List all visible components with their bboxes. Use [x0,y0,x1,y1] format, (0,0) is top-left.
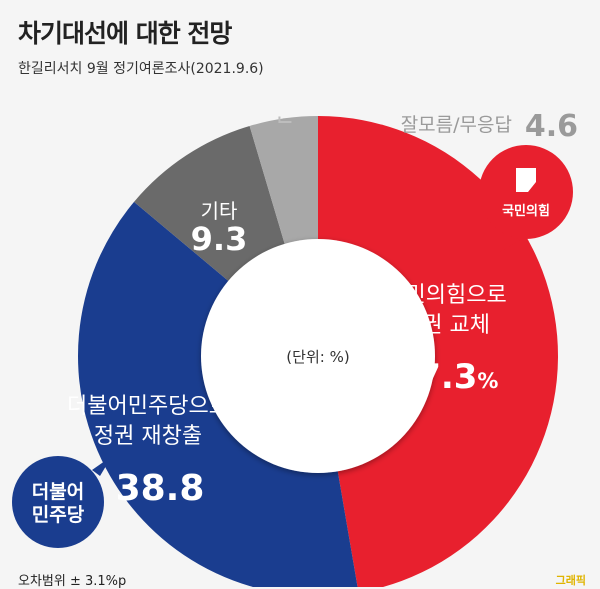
donut-hole [201,239,435,473]
slice-value: 4.6 [525,109,578,144]
ppp-badge-label: 국민의힘 [502,203,550,219]
margin-of-error: 오차범위 ± 3.1%p [18,574,127,589]
ppp-badge-tail [500,236,520,252]
slice-label: 기타 [201,199,238,223]
slice-unit: % [477,369,498,393]
dem-badge-label: 민주당 [32,504,85,526]
dem-badge-tail [92,456,112,476]
slice-label: 더불어민주당으로 [67,394,229,419]
pie-slice [318,116,558,587]
chart-subtitle: 한길리서치 9월 정기여론조사(2021.9.6) [18,61,264,77]
slice-value: 9.3 [191,220,248,258]
leader-line [278,116,292,123]
ppp-logo-icon [516,168,536,192]
slice-label: 정권 교체 [402,313,490,338]
dem-badge [12,456,104,548]
slice-value: 38.8 [116,468,205,509]
source-credit: 그래픽 [555,574,586,587]
slice-label: 국민의힘으로 [385,283,506,308]
unit-label: (단위: %) [286,348,349,366]
slice-label: 정권 재창출 [94,424,202,449]
slice-label: 잘모름/무응답 [401,114,512,136]
dem-badge-label: 더불어 [32,481,84,503]
chart-title: 차기대선에 대한 전망 [18,19,232,48]
